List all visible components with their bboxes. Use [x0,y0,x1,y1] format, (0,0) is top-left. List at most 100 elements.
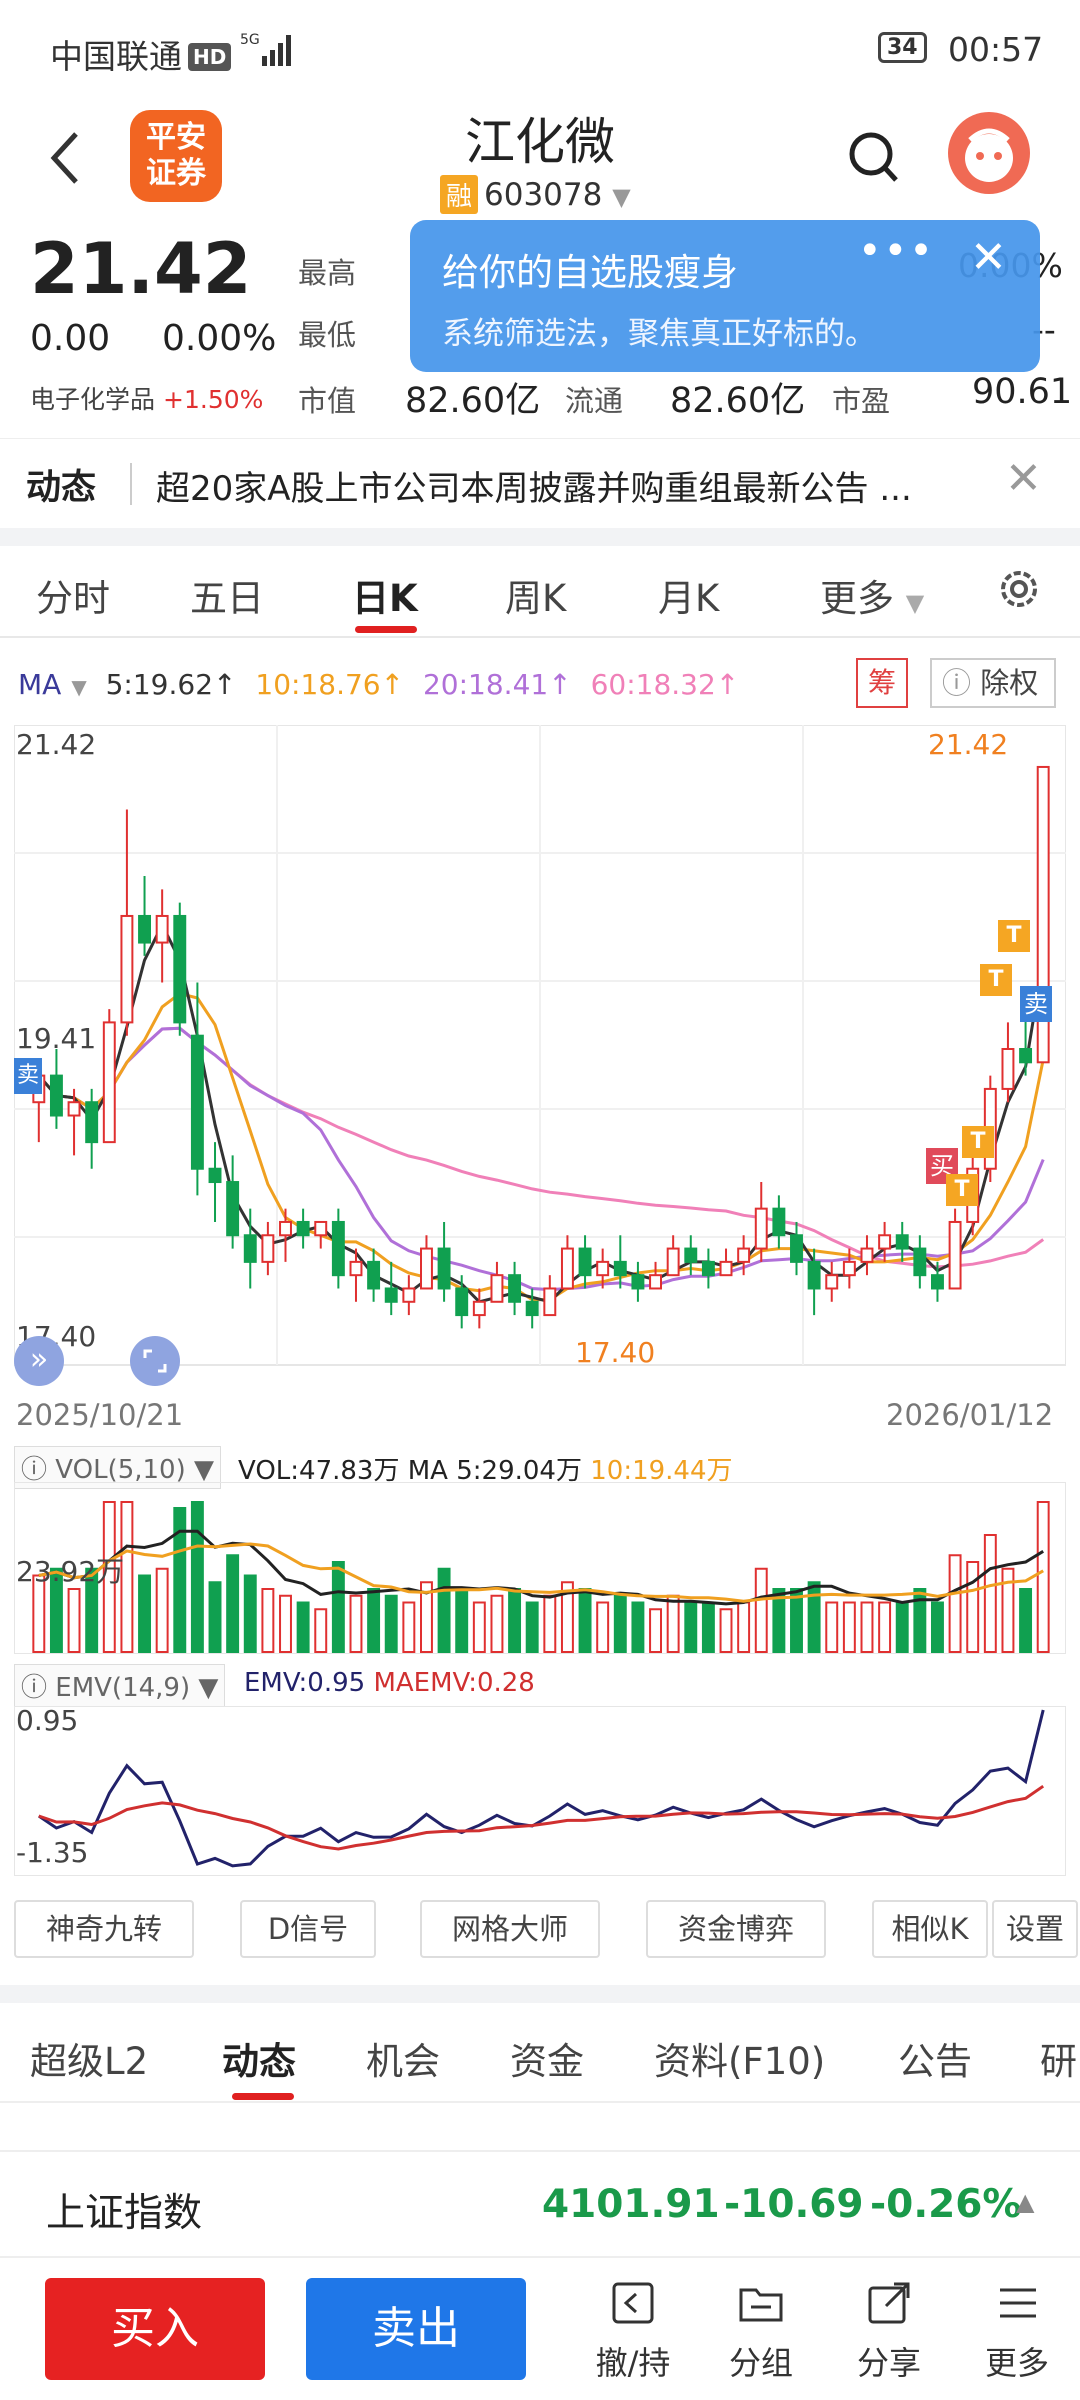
group-button[interactable]: 分组 [706,2278,816,2384]
volume-bar [120,1501,134,1653]
candle-body [895,1234,909,1250]
close-icon[interactable]: ✕ [970,232,1007,283]
candle-body [349,1260,363,1277]
active-tab-indicator [232,2093,294,2100]
tool-capital-game[interactable]: 资金博弈 [646,1900,826,1958]
tab-five-day[interactable]: 五日 [190,577,264,620]
buy-signal-badge[interactable]: 买 [926,1148,958,1184]
candle [543,1275,557,1317]
y-axis-mid: 19.41 [16,1022,97,1055]
candle-body [666,1247,680,1277]
tab-weekly-k[interactable]: 周K [505,577,567,620]
volume-bar [138,1574,151,1653]
tool-d-signal[interactable]: D信号 [240,1900,376,1958]
candle-body [331,1220,345,1277]
candle [384,1261,398,1316]
carrier: 中国联通 HD [50,30,232,78]
t-signal-badge[interactable]: T [946,1174,978,1206]
volume-bar [314,1608,328,1653]
last-price: 21.42 [30,228,252,310]
more-button[interactable]: 更多 [962,2278,1072,2384]
news-headline[interactable]: 超20家A股上市公司本周披露并购重组最新公告 ... [156,469,912,509]
tab-super-l2[interactable]: 超级L2 [30,2040,149,2083]
candle-body [525,1300,539,1317]
index-change-pct: -0.26% [870,2182,1022,2227]
assistant-avatar-icon[interactable] [948,112,1030,194]
candle [525,1288,539,1329]
sell-button[interactable]: 卖出 [306,2278,526,2380]
more-icon[interactable]: ••• [858,228,935,274]
tab-daily-k[interactable]: 日K [352,577,418,620]
candle-body [560,1247,574,1290]
tool-grid-master[interactable]: 网格大师 [420,1900,600,1958]
folder-icon [739,2288,783,2322]
t-signal-badge[interactable]: T [980,964,1012,996]
candle-body [754,1207,768,1250]
tab-monthly-k[interactable]: 月K [658,577,720,620]
chip-distribution-button[interactable]: 筹 [856,658,908,708]
candle-body [420,1247,433,1290]
mktcap-value: 82.60亿 [405,381,541,421]
tab-more[interactable]: 更多 ▼ [820,568,924,622]
share-button[interactable]: 分享 [834,2278,944,2384]
vol-values: VOL:47.83万 MA 5:29.04万 10:19.44万 [238,1450,733,1487]
candle [613,1235,627,1289]
volume-bar [948,1554,962,1653]
index-value: 4101.91 [542,2182,720,2227]
index-ticker[interactable]: 上证指数 4101.91 -10.69 -0.26% ▲ [0,2152,1080,2258]
stock-code-selector[interactable]: 融 603078 ▼ [440,175,631,214]
search-icon[interactable] [846,128,902,188]
candle-body [208,1167,222,1184]
sector-info[interactable]: 电子化学品 +1.50% [30,380,263,416]
news-ticker[interactable]: 动态 超20家A股上市公司本周披露并购重组最新公告 ... ✕ [0,438,1080,528]
tab-f10[interactable]: 资料(F10) [654,2040,826,2083]
close-icon[interactable]: ✕ [1005,453,1042,504]
tab-funds[interactable]: 资金 [510,2040,584,2083]
candle [420,1235,433,1290]
tab-opportunity[interactable]: 机会 [366,2040,440,2083]
tab-research[interactable]: 研 [1040,2040,1077,2083]
volume-bar [367,1588,381,1653]
volume-bar [508,1588,522,1653]
t-signal-badge[interactable]: T [962,1126,994,1158]
buy-button[interactable]: 买入 [45,2278,265,2380]
candle-body [472,1300,486,1317]
tab-intraday[interactable]: 分时 [36,577,110,620]
candle [402,1275,416,1316]
stock-name[interactable]: 江化微 [465,113,615,171]
tab-announcements[interactable]: 公告 [898,2040,972,2083]
cancel-hold-button[interactable]: 撤/持 [578,2278,688,2384]
broker-logo: 平安 证券 [130,110,222,202]
candle-body [649,1274,662,1290]
tab-news[interactable]: 动态 [222,2040,296,2083]
back-icon[interactable] [46,128,86,188]
emv-chart[interactable] [14,1706,1066,1876]
tool-similar-k[interactable]: 相似K [872,1900,988,1958]
cancel-order-icon [612,2282,654,2324]
volume-bar [631,1601,645,1653]
candle-body [807,1260,821,1290]
volume-bar [895,1601,909,1653]
candle [243,1208,257,1289]
candles [32,765,1050,1329]
sell-signal-badge-left[interactable]: 卖 [14,1058,42,1094]
volume-chart[interactable] [14,1482,1066,1654]
gear-icon[interactable] [996,566,1042,612]
tool-magic-nine[interactable]: 神奇九转 [14,1900,194,1958]
tool-settings[interactable]: 设置 [992,1900,1078,1958]
emv-indicator-selector[interactable]: ⓘ EMV(14,9) ▼ [14,1664,226,1707]
volume-bar [437,1567,451,1653]
ma-legend[interactable]: MA ▼ 5:19.62↑ 10:18.76↑ 20:18.41↑ 60:18.3… [18,668,749,701]
candlestick-chart[interactable] [14,725,1066,1385]
fullscreen-icon[interactable] [130,1336,180,1386]
tip-popup[interactable]: 给你的自选股瘦身 系统筛选法，聚焦真正好标的。 ••• ✕ [410,220,1040,372]
volume-bar [649,1608,662,1653]
candle [67,1088,81,1156]
chevron-down-icon: ▼ [612,183,631,211]
candle-body [508,1274,522,1303]
chevron-up-icon[interactable]: ▲ [1016,2188,1035,2216]
ex-rights-button[interactable]: ⓘ 除权 [930,658,1056,708]
sell-signal-badge[interactable]: 卖 [1020,986,1052,1022]
expand-left-icon[interactable]: » [14,1336,64,1386]
t-signal-badge[interactable]: T [998,920,1030,952]
